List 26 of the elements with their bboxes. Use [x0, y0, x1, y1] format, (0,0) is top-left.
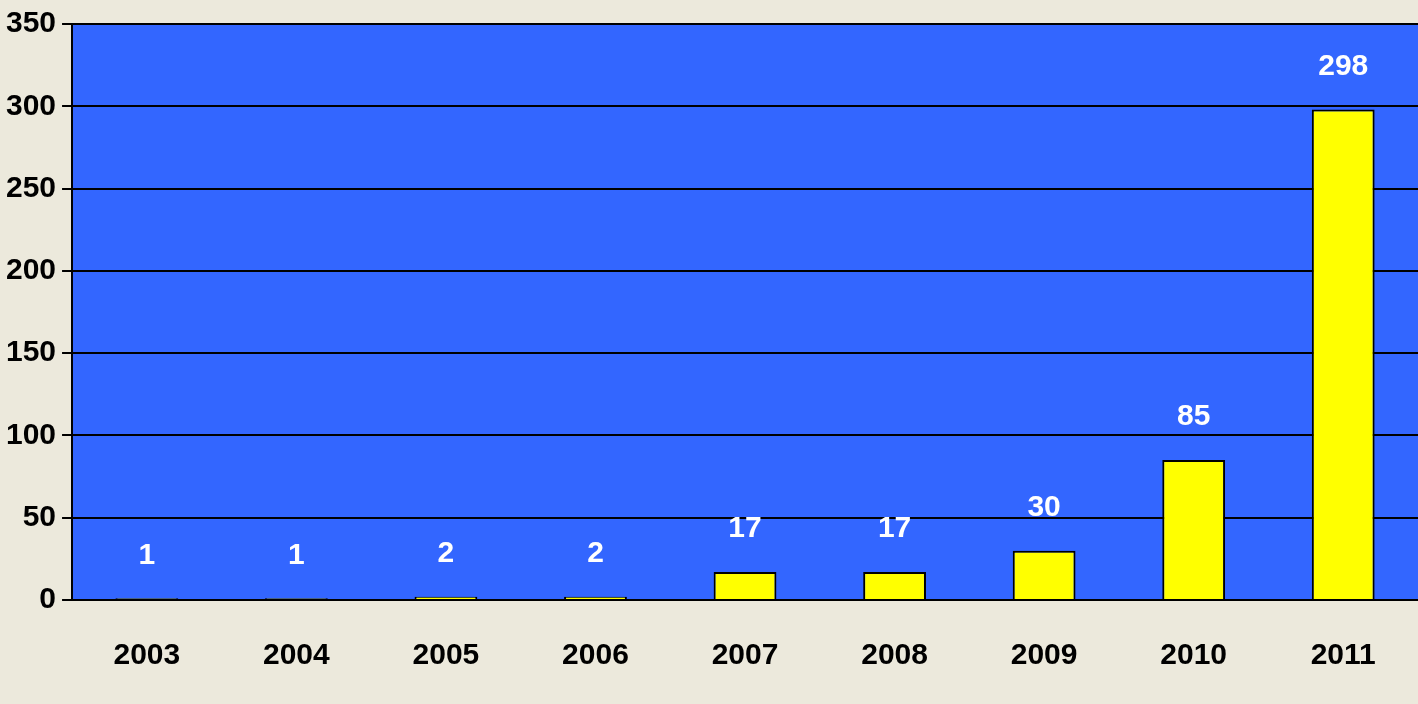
- y-tick-label: 300: [5, 87, 57, 121]
- data-label: 30: [1027, 488, 1061, 522]
- x-tick-label: 2008: [861, 637, 928, 671]
- x-tick-label: 2007: [711, 637, 779, 671]
- x-tick-label: 2010: [1160, 637, 1228, 671]
- y-tick-label: 0: [39, 581, 57, 615]
- data-label: 17: [728, 510, 762, 544]
- data-label: 17: [877, 510, 912, 544]
- y-tick-label: 150: [5, 334, 57, 368]
- x-tick-label: 2004: [263, 637, 331, 671]
- x-tick-label: 2006: [562, 637, 629, 671]
- data-label: 2: [587, 534, 604, 568]
- data-label: 85: [1176, 398, 1211, 432]
- data-label: 1: [138, 536, 156, 570]
- data-label: 2: [437, 534, 455, 568]
- y-tick-label: 200: [5, 252, 57, 286]
- data-label: 298: [1318, 47, 1369, 81]
- y-tick-label: 100: [5, 416, 57, 450]
- y-tick-label: 350: [5, 5, 57, 39]
- x-tick-label: 2009: [1010, 637, 1078, 671]
- y-tick-label: 50: [22, 498, 57, 532]
- x-tick-label: 2005: [412, 637, 480, 671]
- y-tick-label: 250: [5, 169, 57, 203]
- x-tick-label: 2003: [113, 637, 181, 671]
- x-tick-label: 2011: [1310, 637, 1376, 671]
- data-label: 1: [288, 536, 305, 570]
